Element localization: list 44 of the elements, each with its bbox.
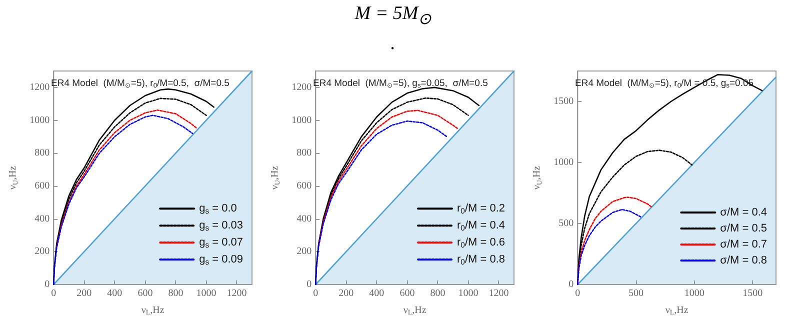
x-tick-label: 200 [338, 288, 354, 299]
x-tick-label: 1500 [742, 288, 763, 299]
legend-label: σ/M = 0.5 [720, 222, 768, 234]
y-tick-label: 400 [296, 213, 312, 224]
y-tick-label: 1200 [30, 82, 50, 93]
y-tick-label: 800 [34, 148, 50, 159]
y-tick-label: 200 [34, 246, 50, 258]
y-tick-label: 0 [44, 279, 50, 290]
line-series [53, 114, 194, 286]
y-tick-label: 0 [568, 279, 574, 290]
y-tick-label: 800 [296, 148, 312, 159]
legend-label: σ/M = 0.8 [720, 254, 768, 266]
x-tick-label: 400 [107, 288, 122, 299]
y-tick-label: 1000 [292, 114, 312, 126]
text: . [390, 32, 396, 56]
x-tick-label: 1200 [226, 288, 247, 299]
y-tick-label: 0 [306, 279, 312, 290]
y-tick-label: 1500 [554, 96, 574, 107]
x-tick-label: 600 [138, 288, 153, 299]
y-tick-label: 400 [34, 213, 50, 224]
y-tick-label: 1000 [30, 114, 50, 126]
x-tick-label: 800 [430, 288, 446, 299]
y-tick-label: 1200 [292, 82, 312, 93]
x-tick-label: 600 [400, 288, 415, 299]
line-series [577, 208, 642, 286]
y-tick-label: 600 [34, 180, 50, 192]
line-series [318, 110, 458, 246]
x-tick-label: 400 [369, 288, 384, 299]
line-series [315, 120, 448, 286]
y-tick-label: 600 [296, 180, 312, 192]
x-tick-label: 1000 [458, 288, 478, 299]
x-tick-label: 500 [628, 288, 644, 299]
x-tick-label: 1000 [684, 288, 704, 299]
line-series [56, 109, 198, 248]
x-tick-label: 200 [76, 288, 92, 299]
legend-label: σ/M = 0.7 [720, 238, 768, 250]
y-tick-label: 500 [558, 218, 574, 229]
y-tick-label: 200 [296, 246, 312, 258]
y-tick-label: 1000 [554, 157, 574, 168]
x-tick-label: 1000 [196, 288, 216, 299]
text: M = 5M$_{⊙}$ [354, 2, 432, 30]
x-tick-label: 1200 [488, 288, 509, 299]
x-tick-label: 800 [168, 288, 184, 299]
legend-label: σ/M = 0.4 [720, 206, 768, 218]
